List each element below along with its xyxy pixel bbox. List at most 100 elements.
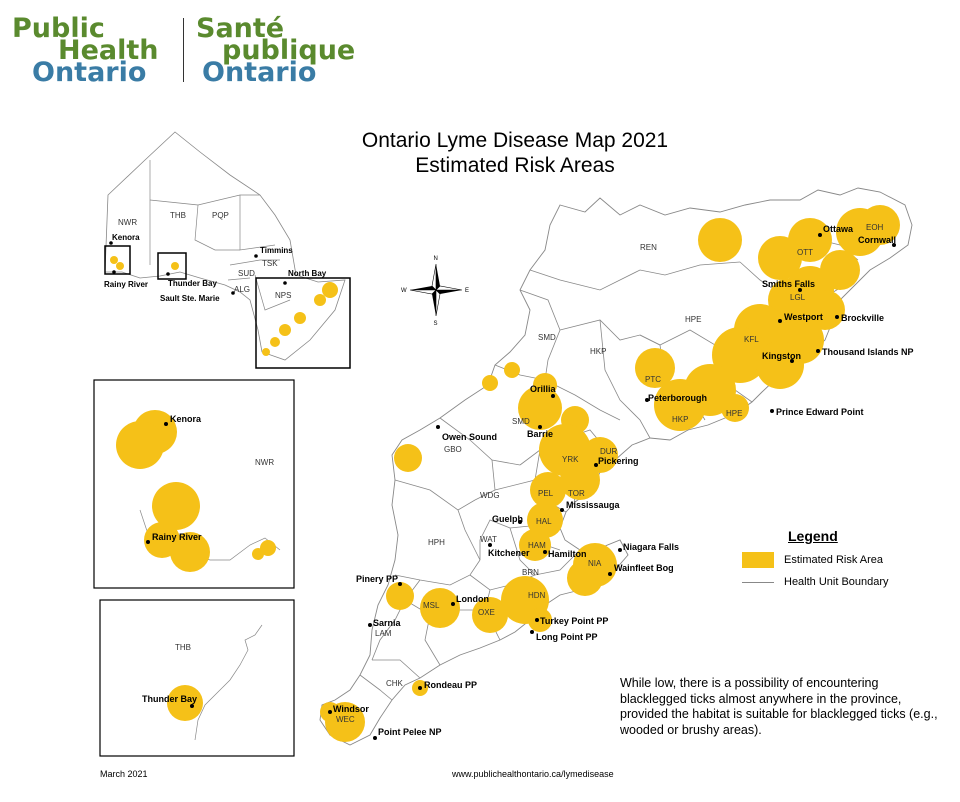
- hu-kfl: KFL: [744, 335, 759, 344]
- footer-date: March 2021: [100, 769, 148, 779]
- risk-note: While low, there is a possibility of enc…: [620, 676, 938, 737]
- inset-thb-hu-thb: THB: [175, 643, 191, 652]
- ov-city-thunder-bay: Thunder Bay: [168, 279, 217, 288]
- hu-pel: PEL: [538, 489, 554, 498]
- overview-inset-box-kenora: [104, 245, 131, 275]
- overview-map: NWR THB PQP TSK SUD ALG NPS Kenora Rainy…: [104, 131, 351, 369]
- hu-yrk: YRK: [562, 455, 579, 464]
- hu-smd-2: SMD: [512, 417, 530, 426]
- main-map: REN EOH OTT LGL KFL HPE HPE HKP HKP PTC …: [319, 187, 914, 746]
- inset-northwest: Kenora Rainy River NWR: [93, 379, 295, 589]
- ov-hu-sud: SUD: [238, 269, 255, 278]
- city-niagara-falls: Niagara Falls: [623, 542, 679, 552]
- ov-city-rainy-river: Rainy River: [104, 280, 148, 289]
- logo-fr-line2: publique: [222, 35, 356, 66]
- city-hamilton: Hamilton: [548, 549, 587, 559]
- hu-oxe: OXE: [478, 608, 495, 617]
- city-guelph: Guelph: [492, 514, 523, 524]
- ov-hu-tsk: TSK: [262, 259, 278, 268]
- hu-hkp: HKP: [590, 347, 606, 356]
- city-orillia: Orillia: [530, 384, 557, 394]
- city-turkey-point-pp: Turkey Point PP: [540, 616, 608, 626]
- health-unit-labels: REN EOH OTT LGL KFL HPE HPE HKP HKP PTC …: [336, 223, 884, 724]
- hu-hdn: HDN: [528, 591, 546, 600]
- hu-tor: TOR: [568, 489, 585, 498]
- inset-thb-risk-area: [167, 685, 203, 721]
- ov-hu-nps: NPS: [275, 291, 291, 300]
- overview-inset-box-south: [255, 277, 351, 369]
- inset-thb-shoreline: [194, 624, 263, 741]
- city-london: London: [456, 594, 489, 604]
- risk-areas: [320, 205, 900, 742]
- compass-n: N: [434, 256, 438, 262]
- logo-en-line1: Public: [12, 13, 105, 44]
- inset-thunder-bay: Thunder Bay THB: [99, 599, 295, 757]
- hu-brn: BRN: [522, 568, 539, 577]
- hu-smd: SMD: [538, 333, 556, 342]
- city-prince-edward-point: Prince Edward Point: [776, 407, 864, 417]
- hu-dur: DUR: [600, 447, 618, 456]
- city-thousand-islands: Thousand Islands NP: [822, 347, 914, 357]
- city-labels: Ottawa Cornwall Smiths Falls Westport Br…: [333, 224, 914, 737]
- legend-boundary-swatch: [742, 582, 774, 583]
- city-kitchener: Kitchener: [488, 548, 530, 558]
- hu-hpe-2: HPE: [726, 409, 742, 418]
- map-title-line2: Estimated Risk Areas: [415, 154, 615, 177]
- ontario-outline: [104, 131, 346, 361]
- city-westport: Westport: [784, 312, 823, 322]
- city-kingston: Kingston: [762, 351, 801, 361]
- ov-hu-alg: ALG: [234, 285, 250, 294]
- overview-markers: [109, 241, 287, 295]
- logo-divider: [183, 18, 184, 82]
- compass-rose: N S E W: [401, 256, 469, 327]
- hu-lgl: LGL: [790, 293, 806, 302]
- city-wainfleet-bog: Wainfleet Bog: [614, 563, 674, 573]
- overview-inset-box-thunder-bay: [157, 252, 187, 280]
- logo-fr-line3: Ontario: [202, 57, 317, 88]
- hu-msl: MSL: [423, 601, 440, 610]
- city-point-pelee-np: Point Pelee NP: [378, 727, 442, 737]
- overview-risk-areas: [110, 256, 338, 356]
- hu-hkp-2: HKP: [672, 415, 688, 424]
- inset-nw-city-kenora: Kenora: [170, 414, 202, 424]
- city-owen-sound: Owen Sound: [442, 432, 497, 442]
- ov-city-timmins: Timmins: [260, 246, 293, 255]
- hu-ham: HAM: [528, 541, 546, 550]
- ov-city-north-bay: North Bay: [288, 269, 327, 278]
- inset-thb-city-thunder-bay: Thunder Bay: [142, 694, 197, 704]
- hu-hph: HPH: [428, 538, 445, 547]
- ov-hu-nwr: NWR: [118, 218, 137, 227]
- hu-chk: CHK: [386, 679, 404, 688]
- map-title: Ontario Lyme Disease Map 2021 Estimated …: [300, 128, 730, 178]
- ov-city-kenora: Kenora: [112, 233, 140, 242]
- legend: Legend Estimated Risk Area Health Unit B…: [742, 528, 942, 588]
- pho-logo: Public Health Ontario Santé publique Ont…: [12, 13, 355, 88]
- logo-fr-line1: Santé: [196, 13, 285, 44]
- hu-ptc: PTC: [645, 375, 661, 384]
- legend-risk-label: Estimated Risk Area: [784, 554, 884, 566]
- city-ottawa: Ottawa: [823, 224, 854, 234]
- inset-nw-hu-nwr: NWR: [255, 458, 274, 467]
- city-peterborough: Peterborough: [648, 393, 707, 403]
- hu-ott: OTT: [797, 248, 813, 257]
- logo-en-line3: Ontario: [32, 57, 147, 88]
- hu-hal: HAL: [536, 517, 552, 526]
- compass-e: E: [465, 288, 469, 294]
- ov-hu-pqp: PQP: [212, 211, 229, 220]
- hu-hpe: HPE: [685, 315, 701, 324]
- hu-nia: NIA: [588, 559, 602, 568]
- hu-eoh: EOH: [866, 223, 884, 232]
- city-long-point-pp: Long Point PP: [536, 632, 598, 642]
- map-title-line1: Ontario Lyme Disease Map 2021: [361, 129, 669, 152]
- inset-nw-city-rainy-river: Rainy River: [152, 532, 202, 542]
- legend-boundary-label: Health Unit Boundary: [784, 576, 889, 588]
- city-pinery-pp: Pinery PP: [356, 574, 398, 584]
- city-mississauga: Mississauga: [566, 500, 621, 510]
- city-markers: [328, 233, 896, 740]
- footer-url: www.publichealthontario.ca/lymedisease: [452, 769, 614, 779]
- compass-w: W: [401, 288, 407, 294]
- city-barrie: Barrie: [527, 429, 553, 439]
- city-windsor: Windsor: [333, 704, 369, 714]
- ov-city-sault: Sault Ste. Marie: [160, 294, 220, 303]
